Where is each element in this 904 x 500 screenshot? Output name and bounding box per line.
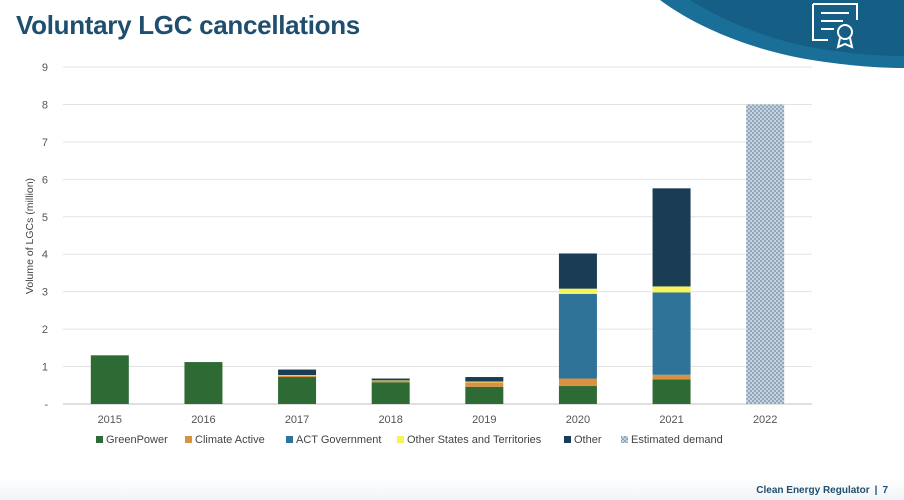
page-title: Voluntary LGC cancellations <box>16 10 360 40</box>
y-axis-title: Volume of LGCs (million) <box>24 178 36 294</box>
legend-swatch <box>286 436 293 443</box>
x-tick-label: 2021 <box>659 414 683 426</box>
certificate-icon <box>812 3 858 49</box>
bars <box>90 104 785 404</box>
y-tick-label: 4 <box>42 249 48 261</box>
x-tick-label: 2020 <box>566 414 590 426</box>
y-tick-label: 8 <box>42 99 48 111</box>
bar-segment <box>465 381 504 383</box>
bar-segment <box>652 374 691 380</box>
y-tick-label: 3 <box>42 287 48 299</box>
footer: Clean Energy Regulator | 7 <box>756 485 888 496</box>
footer-page-number: 7 <box>882 485 888 496</box>
bar-segment <box>371 380 410 381</box>
y-axis-ticks: - 1 2 3 4 5 6 7 8 9 <box>42 62 48 411</box>
bar-segment <box>558 386 597 404</box>
x-tick-label: 2015 <box>98 414 122 426</box>
bar-segment <box>652 379 691 404</box>
x-tick-label: 2017 <box>285 414 309 426</box>
bar-segment <box>90 355 129 404</box>
bar-segment <box>371 380 410 383</box>
bar-segment <box>558 253 597 289</box>
legend-label: Other States and Territories <box>407 434 542 446</box>
y-tick-label: - <box>44 399 48 411</box>
footer-org: Clean Energy Regulator <box>756 485 870 496</box>
bar-segment <box>278 369 317 376</box>
bar-segment <box>184 362 223 404</box>
x-tick-label: 2019 <box>472 414 496 426</box>
bar-segment <box>746 104 785 404</box>
bar-segment <box>465 377 504 382</box>
x-tick-label: 2018 <box>378 414 402 426</box>
y-tick-label: 6 <box>42 174 48 186</box>
legend-label: GreenPower <box>106 434 168 446</box>
bar-segment <box>371 382 410 404</box>
y-tick-label: 2 <box>42 324 48 336</box>
footer-band <box>0 478 904 500</box>
legend-swatch <box>185 436 192 443</box>
y-tick-label: 7 <box>42 137 48 149</box>
corner-decoration <box>660 0 904 68</box>
legend-label: Estimated demand <box>631 434 723 446</box>
x-tick-label: 2022 <box>753 414 777 426</box>
y-tick-label: 9 <box>42 62 48 74</box>
legend-label: ACT Government <box>296 434 381 446</box>
bar-segment <box>278 375 317 376</box>
legend-swatch <box>564 436 571 443</box>
bar-segment <box>558 288 597 294</box>
bar-segment <box>465 386 504 404</box>
bar-segment <box>371 378 410 381</box>
bar-segment <box>278 377 317 404</box>
legend-swatch <box>96 436 103 443</box>
footer-separator: | <box>874 485 878 496</box>
bar-segment <box>278 375 317 378</box>
legend: GreenPower Climate Active ACT Government Ot… <box>96 434 723 446</box>
bar-segment <box>558 378 597 387</box>
legend-swatch <box>621 436 628 443</box>
bar-segment <box>465 382 504 387</box>
legend-swatch <box>397 436 404 443</box>
legend-label: Climate Active <box>195 434 265 446</box>
x-axis-ticks: 2015 2016 2017 2018 2019 2020 2021 2022 <box>98 414 778 426</box>
bar-segment <box>652 286 691 293</box>
y-tick-label: 5 <box>42 212 48 224</box>
x-tick-label: 2016 <box>191 414 215 426</box>
gridlines <box>63 66 812 405</box>
y-tick-label: 1 <box>42 362 48 374</box>
bar-segment <box>652 188 691 287</box>
bar-segment <box>652 292 691 375</box>
bar-segment <box>558 293 597 379</box>
legend-label: Other <box>574 434 602 446</box>
